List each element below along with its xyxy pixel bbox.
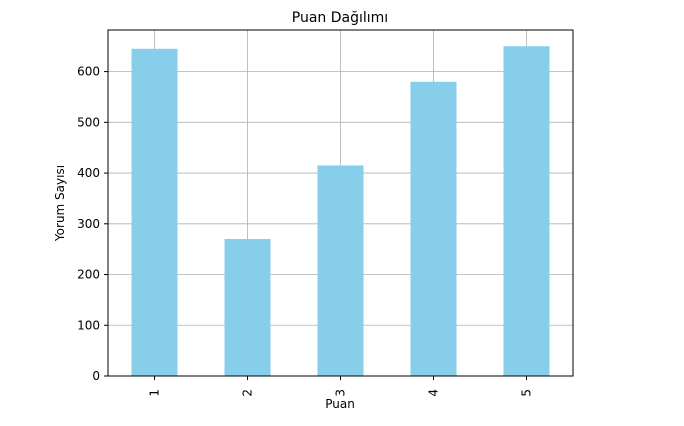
x-tick-label-1: 2 — [241, 389, 255, 397]
y-tick-label-2: 200 — [77, 268, 100, 282]
x-axis-label: Puan — [325, 397, 355, 411]
y-tick-label-6: 600 — [77, 65, 100, 79]
x-tick-label-4: 5 — [520, 389, 534, 397]
x-tick-label-2: 3 — [334, 389, 348, 397]
y-tick-label-4: 400 — [77, 166, 100, 180]
axes-layer: 0 100 200 300 400 500 600 1 2 3 4 5 — [77, 65, 533, 397]
bar-3 — [317, 165, 364, 376]
bars-layer — [131, 46, 550, 376]
y-tick-label-0: 0 — [92, 369, 100, 383]
bar-5 — [503, 46, 550, 376]
y-tick-label-1: 100 — [77, 318, 100, 332]
y-tick-label-3: 300 — [77, 217, 100, 231]
y-axis-label: Yorum Sayısı — [53, 165, 67, 242]
y-tick-label-5: 500 — [77, 115, 100, 129]
bar-4 — [410, 81, 457, 376]
x-tick-label-3: 4 — [427, 389, 441, 397]
bar-2 — [224, 239, 271, 376]
bar-1 — [131, 48, 178, 376]
x-tick-label-0: 1 — [148, 389, 162, 397]
chart-title: Puan Dağılımı — [292, 10, 388, 26]
